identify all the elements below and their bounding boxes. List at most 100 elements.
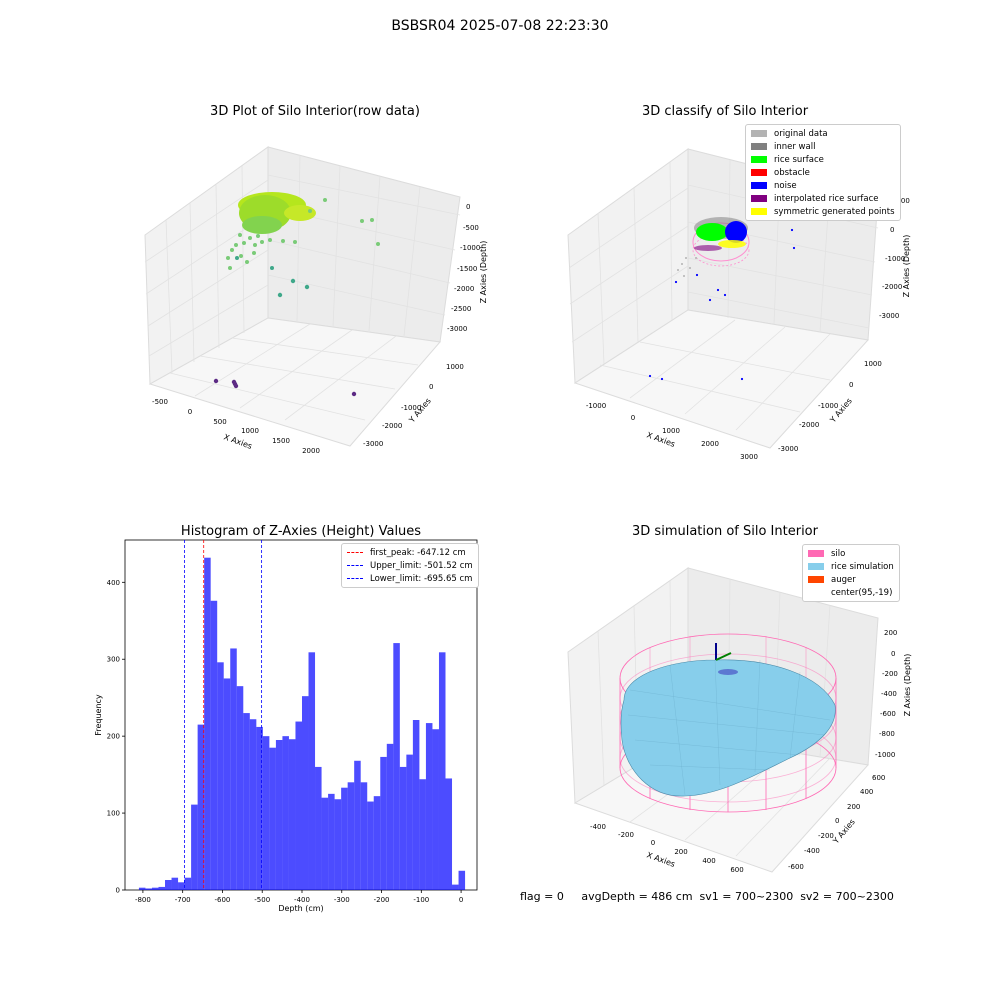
y-tick-label: 0 [116,887,120,895]
tick: 2000 [701,440,719,448]
legend-swatch [751,130,767,137]
legend-label: obstacle [774,167,810,178]
legend-item: first_peak: -647.12 cm [347,546,473,559]
histogram-bar [412,720,420,890]
tick: 200 [847,803,860,811]
legend-label: inner wall [774,141,816,152]
tick: 1000 [446,363,464,371]
x-tick-label: -100 [413,896,429,904]
raw-3d-plot: -500 0 500 1000 1500 2000 1000 0 -1000 -… [144,146,488,455]
legend-item: inner wall [751,140,895,153]
legend-label: interpolated rice surface [774,193,879,204]
status-footer: flag = 0 avgDepth = 486 cm sv1 = 700~230… [520,890,894,903]
legend-swatch [751,208,767,215]
histogram-reference-lines [184,540,263,890]
legend-swatch [751,182,767,189]
raw-axis-ticks: -500 0 500 1000 1500 2000 1000 0 -1000 -… [152,203,480,455]
legend-item: center(95,-19) [808,586,894,599]
legend-item: rice simulation [808,560,894,573]
histogram-bar [282,736,289,890]
histogram-bar [243,713,250,890]
tick: -2000 [454,285,474,293]
y-tick-label: 300 [107,656,120,664]
legend-label: Upper_limit: -501.52 cm [370,560,473,571]
histogram-legend: first_peak: -647.12 cm Upper_limit: -501… [341,543,479,588]
raw-point-cloud [213,192,380,397]
histogram-bar [178,882,185,890]
histogram-bar [138,887,146,890]
histogram-bar [288,739,296,890]
legend-item: Lower_limit: -695.65 cm [347,572,473,585]
tick: -2500 [451,305,471,313]
tick: 0 [631,414,635,422]
histogram-bar [425,723,433,890]
floor-pane [573,309,869,449]
legend-swatch [808,589,824,596]
histogram-bar [145,888,152,890]
legend-label: center(95,-19) [831,587,893,598]
histogram-bar [236,686,244,890]
histogram-bar [295,721,302,890]
tick: -3000 [447,325,467,333]
y-tick-label: 400 [107,579,120,587]
histogram-bar [354,760,361,890]
tick: -1000 [586,402,606,410]
histogram-bars [138,557,466,890]
legend-label: noise [774,180,797,191]
tick: 0 [835,817,839,825]
histogram-bar [419,779,426,890]
legend-swatch [751,169,767,176]
histogram-bar [269,747,276,890]
legend-swatch [751,195,767,202]
tick: 400 [702,857,715,865]
tick: 600 [730,866,743,874]
histogram-bar [438,652,446,890]
histogram-bar [347,782,355,890]
legend-item: original data [751,127,895,140]
histogram-bar [184,877,192,890]
histogram-bar [204,557,211,890]
histogram-bar [256,726,263,890]
x-tick-label: 0 [459,896,463,904]
rice-side-cluster [284,205,316,221]
tick: 1500 [272,437,290,445]
rice-surface-points [696,223,728,241]
simulation-plot-title: 3D simulation of Silo Interior [632,524,818,539]
tick: -500 [152,398,168,406]
tick: -400 [804,847,820,855]
rice-lower-cluster [242,216,282,234]
tick: 1000 [241,427,259,435]
histogram-bar [386,743,394,890]
x-tick-label: -400 [294,896,310,904]
histogram-y-ticks: 0 100 200 300 400 [107,579,125,895]
legend-line [347,565,363,566]
floor-pane [148,317,441,447]
tick: 0 [429,383,433,391]
tick: -3000 [363,440,383,448]
tick: -500 [463,224,479,232]
histogram-bar [217,662,224,890]
tick: -1000 [460,244,480,252]
legend-item: Upper_limit: -501.52 cm [347,559,473,572]
tick: -2000 [882,283,902,291]
histogram-title: Histogram of Z-Axies (Height) Values [180,524,422,539]
tick: -3000 [879,312,899,320]
histogram-bar [321,797,329,890]
x-tick-label: -300 [334,896,350,904]
histogram-bar [341,787,348,890]
simulation-3d-plot: -400 -200 0 200 400 600 600 400 200 0 -2… [567,567,912,874]
tick: -3000 [778,445,798,453]
x-tick-label: -200 [374,896,390,904]
tick: 500 [213,418,226,426]
histogram-x-ticks: -800 -700 -600 -500 -400 -300 -200 -100 0 [135,890,463,904]
legend-line [347,578,363,579]
histogram-bar [171,877,179,890]
tick: 1000 [892,197,910,205]
tick: -200 [882,670,898,678]
histogram-bar [223,678,231,890]
histogram-bar [151,887,159,890]
x-tick-label: -700 [175,896,191,904]
tick: 200 [674,848,687,856]
simulation-x-axis-label: X Axies [645,850,676,869]
tick: -200 [818,832,834,840]
